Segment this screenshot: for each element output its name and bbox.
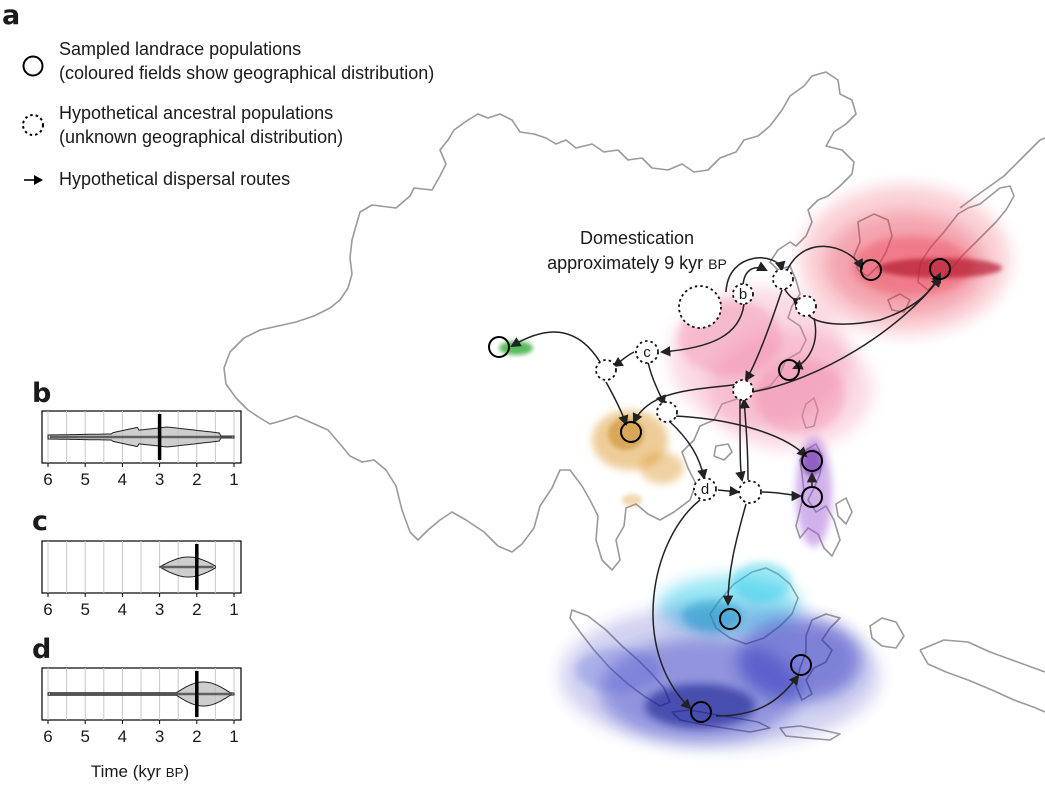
ancestral-population-legend-icon bbox=[21, 113, 45, 142]
panel-b-tick-label: 1 bbox=[229, 470, 238, 489]
ancestral-node-mid bbox=[656, 401, 678, 423]
route-b-to-ne bbox=[783, 245, 863, 279]
field-northeast-red bbox=[800, 185, 1010, 335]
panel-b-tick-label: 4 bbox=[118, 470, 127, 489]
domestication-line1: Domestication bbox=[580, 228, 694, 248]
dispersal-routes bbox=[510, 245, 942, 717]
distribution-fields bbox=[499, 185, 1010, 748]
sampled-node-phil-south bbox=[801, 486, 823, 508]
panel-c-tick-label: 3 bbox=[155, 600, 164, 619]
route-e-to-phil bbox=[761, 490, 803, 502]
route-b-upper bbox=[725, 257, 786, 293]
ancestral-node-e bbox=[738, 480, 762, 504]
legend-ancestral-line1: Hypothetical ancestral populations bbox=[59, 103, 334, 123]
panel-b-tick-label: 3 bbox=[155, 470, 164, 489]
panel-c-tick-label: 1 bbox=[229, 600, 238, 619]
sampled-node-cyan bbox=[719, 608, 741, 630]
route-mid-to-phil bbox=[673, 415, 808, 458]
sampled-node-ne-west bbox=[860, 259, 882, 281]
ancestral-node-d bbox=[693, 477, 717, 501]
route-e-up-center bbox=[739, 397, 750, 481]
sampled-node-blue-east bbox=[790, 654, 812, 676]
legend-sampled-line1: Sampled landrace populations bbox=[59, 39, 302, 59]
panel-d-plot: 6 5 4 3 2 1 bbox=[41, 667, 242, 746]
panel-c-tick-label: 4 bbox=[118, 600, 127, 619]
new-guinea-outline bbox=[869, 617, 1045, 713]
field-indonesia-blue bbox=[560, 604, 880, 748]
sampled-node-himalaya bbox=[488, 336, 510, 358]
panel-letter-c: c bbox=[32, 506, 49, 537]
sampled-population-legend-icon bbox=[22, 55, 44, 82]
ancestral-node-c bbox=[635, 340, 659, 364]
sampled-node-phil-north bbox=[801, 450, 823, 472]
route-left-to-green bbox=[510, 331, 601, 363]
panel-d-tick-label: 6 bbox=[43, 727, 52, 746]
hainan-outline bbox=[713, 443, 733, 461]
route-c-to-mid bbox=[647, 361, 666, 406]
panel-c-tick-label: 6 bbox=[43, 600, 52, 619]
violin-panels: 6 5 4 3 2 1 6 5 4 3 2 1 6 5 4 3 2 1 bbox=[41, 410, 242, 746]
route-b-to-c bbox=[659, 303, 745, 357]
panel-c-tick-label: 2 bbox=[192, 600, 201, 619]
route-left-to-orange bbox=[605, 381, 629, 426]
route-b-down-center bbox=[744, 289, 783, 382]
panel-c-tick-label: 5 bbox=[80, 600, 89, 619]
panel-d-tick-label: 3 bbox=[155, 727, 164, 746]
panel-c-plot: 6 5 4 3 2 1 bbox=[41, 540, 242, 619]
sampled-node-ne-east bbox=[929, 258, 951, 280]
ancestral-node-labels: b c d bbox=[643, 286, 747, 498]
route-blue-to-blue bbox=[715, 674, 800, 717]
route-e-to-cyan bbox=[722, 503, 747, 607]
sampled-node-blue-west bbox=[690, 701, 712, 723]
ancestral-node-center bbox=[732, 379, 754, 401]
route-center-to-orange bbox=[632, 383, 741, 424]
panel-d-tick-label: 1 bbox=[229, 727, 238, 746]
route-d-to-blue bbox=[652, 499, 701, 710]
route-d-to-e bbox=[717, 485, 741, 497]
ancestral-node-west bbox=[595, 359, 617, 381]
route-c-to-left bbox=[612, 351, 635, 368]
route-center-down bbox=[735, 399, 746, 483]
panel-d-tick-label: 4 bbox=[118, 727, 127, 746]
sampled-node-mainland bbox=[620, 421, 642, 443]
node-label-c: c bbox=[643, 344, 651, 361]
panel-b-plot: 6 5 4 3 2 1 bbox=[41, 410, 242, 489]
panel-d-tick-label: 5 bbox=[80, 727, 89, 746]
panel-b-tick-label: 2 bbox=[192, 470, 201, 489]
legend-ancestral-line2: (unknown geographical distribution) bbox=[59, 127, 344, 147]
legend-sampled-line2: (coloured fields show geographical distr… bbox=[59, 63, 435, 83]
sampled-nodes bbox=[488, 258, 951, 723]
panel-letter-a: a bbox=[2, 0, 21, 31]
domestication-annotation: Domestication approximately 9 kyr BP bbox=[547, 228, 727, 273]
panel-letter-d: d bbox=[32, 634, 52, 665]
sampled-node-southchina bbox=[778, 359, 800, 381]
ancestral-node-b bbox=[732, 283, 754, 305]
route-mid-to-d bbox=[667, 419, 708, 481]
ancestral-nodes bbox=[595, 268, 817, 504]
node-label-d: d bbox=[701, 481, 709, 498]
panel-b-tick-label: 6 bbox=[43, 470, 52, 489]
node-label-b: b bbox=[739, 286, 747, 303]
panel-d-tick-label: 2 bbox=[192, 727, 201, 746]
route-center-to-ne-east bbox=[751, 276, 942, 393]
field-philippines-purple bbox=[796, 437, 832, 547]
ancestral-node-domestication bbox=[678, 285, 722, 329]
panel-b-tick-label: 5 bbox=[80, 470, 89, 489]
legend-routes-line1: Hypothetical dispersal routes bbox=[59, 169, 291, 189]
ancestral-node-ne1 bbox=[772, 268, 794, 290]
time-axis-title: Time (kyr BP) bbox=[91, 762, 189, 781]
domestication-line2: approximately 9 kyr BP bbox=[547, 253, 727, 273]
ancestral-node-ne2 bbox=[795, 295, 817, 317]
panel-letter-b: b bbox=[32, 378, 52, 409]
dispersal-route-legend-icon bbox=[24, 173, 46, 191]
